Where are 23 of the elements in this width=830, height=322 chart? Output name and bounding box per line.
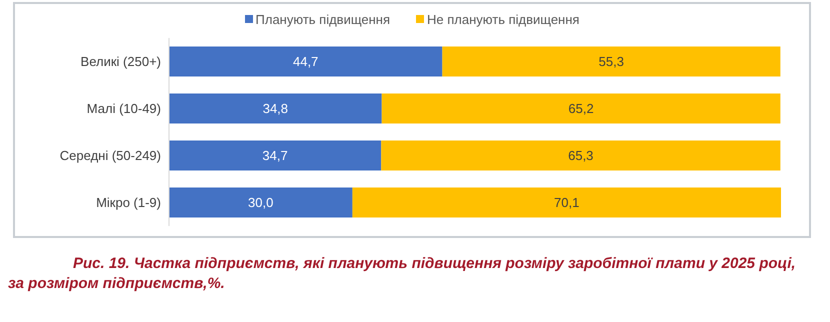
data-label: 55,3 <box>598 54 624 70</box>
legend-label: Планують підвищення <box>254 12 390 26</box>
bar <box>382 93 780 124</box>
bar <box>352 187 781 218</box>
bar <box>442 46 780 76</box>
bar <box>169 93 382 124</box>
bar <box>169 187 352 218</box>
legend-label: Не планують підвищення <box>426 12 580 26</box>
text: Рис. 19. Частка підприємств, які планують підвищення розміру заробітної плати у 2025 році, за розміром підприємств,%. <box>8 254 797 294</box>
data-label: 65,3 <box>568 148 594 164</box>
data-label: 30,0 <box>248 195 274 210</box>
data-label: 34,8 <box>262 101 288 116</box>
data-label: 44,7 <box>292 54 318 70</box>
y-tick-label: Великі (250+) <box>80 54 161 70</box>
bar <box>169 140 382 170</box>
y-tick-label: Середні (50-249) <box>60 148 161 164</box>
y-tick-label: Малі (10-49) <box>86 101 161 116</box>
bar <box>381 140 780 170</box>
data-label: 70,1 <box>554 195 580 210</box>
data-label: 65,2 <box>568 101 594 116</box>
y-tick-label: Мікро (1-9) <box>96 195 161 210</box>
data-label: 34,7 <box>262 148 288 164</box>
bar <box>169 46 442 76</box>
